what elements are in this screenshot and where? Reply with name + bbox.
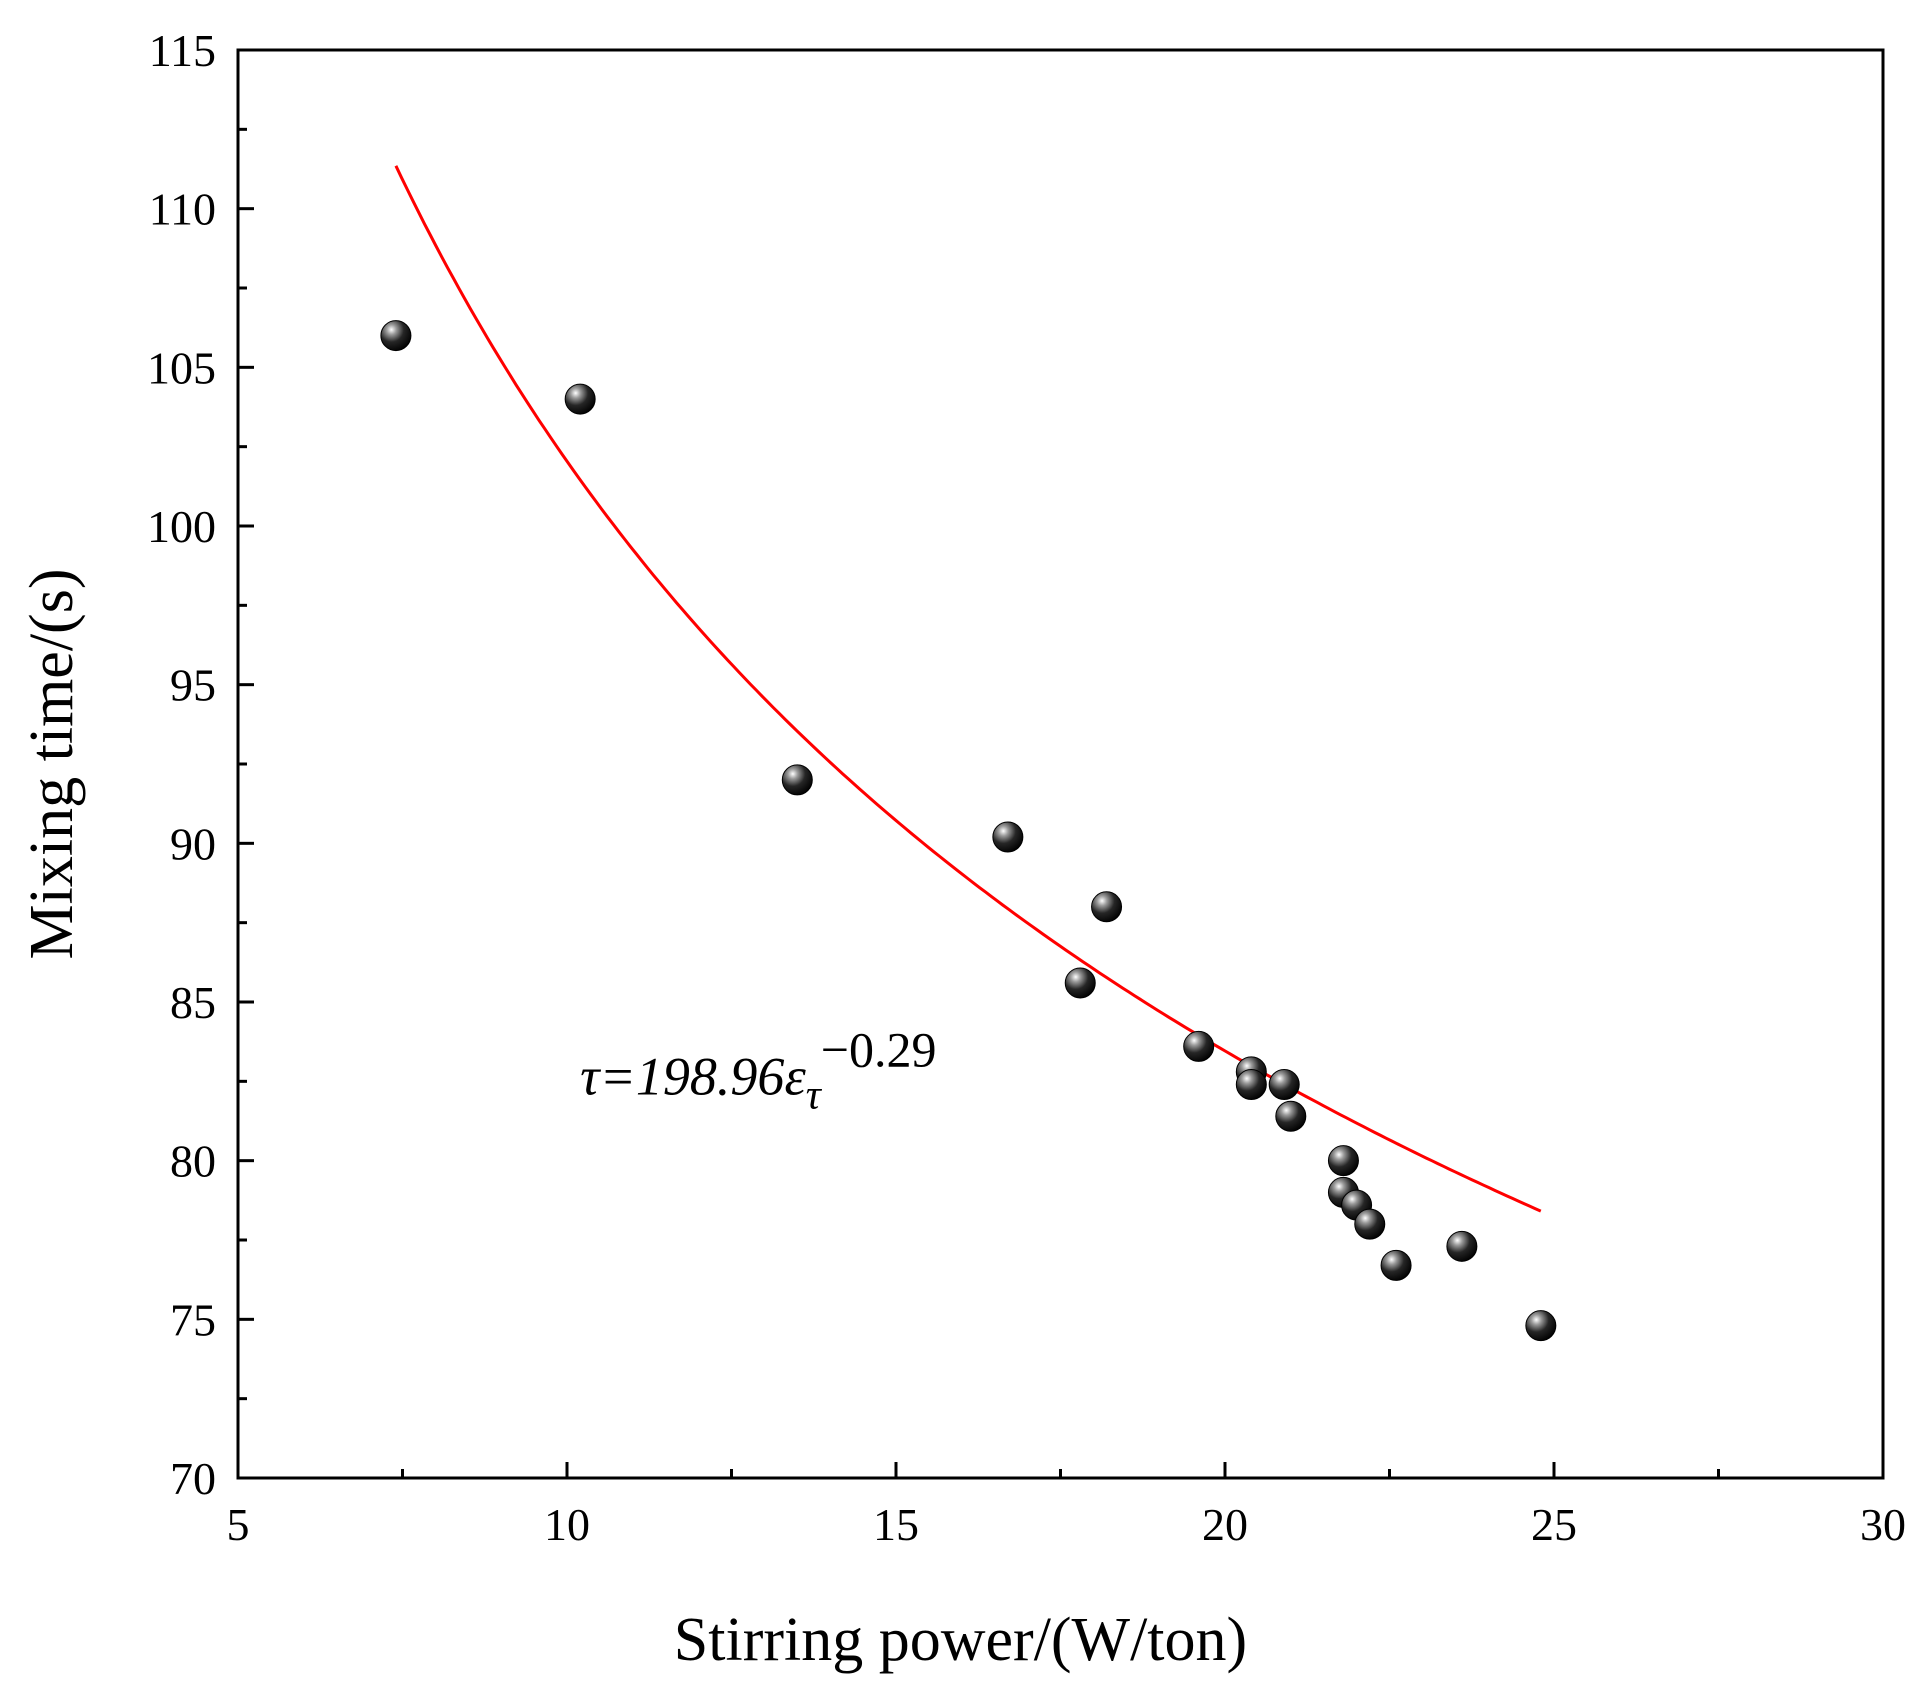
fit-curve-layer bbox=[394, 165, 1542, 1213]
y-axis-title: Mixing time/(s) bbox=[18, 569, 86, 960]
data-point-4 bbox=[1064, 967, 1096, 999]
y-axis-ticks: 70 75 80 85 90 95 100 105 110 115 bbox=[147, 25, 254, 1504]
x-tick-label-0: 5 bbox=[227, 1499, 250, 1550]
x-tick-label-1: 10 bbox=[544, 1499, 590, 1550]
y-tick-label-6: 100 bbox=[147, 501, 216, 552]
y-tick-label-3: 85 bbox=[170, 977, 216, 1028]
data-point-17 bbox=[1525, 1310, 1557, 1342]
y-tick-label-5: 95 bbox=[170, 660, 216, 711]
data-point-14 bbox=[1354, 1208, 1386, 1240]
data-point-8 bbox=[1235, 1069, 1267, 1101]
data-point-0 bbox=[380, 320, 412, 352]
data-point-3 bbox=[992, 821, 1024, 853]
fit-curve bbox=[394, 165, 1542, 1213]
data-point-5 bbox=[1091, 891, 1123, 923]
x-axis-ticks: 5 10 15 20 25 30 bbox=[227, 1462, 1906, 1550]
y-tick-label-0: 70 bbox=[170, 1453, 216, 1504]
data-point-1 bbox=[564, 383, 596, 415]
data-point-16 bbox=[1446, 1230, 1478, 1262]
data-points-layer bbox=[380, 320, 1557, 1342]
data-point-9 bbox=[1268, 1069, 1300, 1101]
y-tick-label-9: 115 bbox=[149, 25, 216, 76]
equation-superscript: −0.29 bbox=[821, 1022, 937, 1078]
data-point-15 bbox=[1380, 1249, 1412, 1281]
x-tick-label-3: 20 bbox=[1202, 1499, 1248, 1550]
data-point-11 bbox=[1327, 1145, 1359, 1177]
y-tick-label-1: 75 bbox=[170, 1294, 216, 1345]
y-tick-label-7: 105 bbox=[147, 342, 216, 393]
data-point-6 bbox=[1183, 1030, 1215, 1062]
equation-subscript: τ bbox=[806, 1073, 823, 1119]
y-tick-label-4: 90 bbox=[170, 818, 216, 869]
x-tick-label-4: 25 bbox=[1531, 1499, 1577, 1550]
y-tick-label-8: 110 bbox=[149, 184, 216, 235]
x-tick-label-5: 30 bbox=[1860, 1499, 1906, 1550]
data-point-10 bbox=[1275, 1100, 1307, 1132]
plot-area bbox=[236, 48, 1885, 1480]
fit-equation-annotation: τ=198.96ετ−0.29 bbox=[580, 1022, 936, 1119]
y-tick-label-2: 80 bbox=[170, 1136, 216, 1187]
equation-symbol: ε bbox=[784, 1047, 806, 1107]
equation-prefix: τ=198.96 bbox=[580, 1047, 784, 1107]
x-tick-label-2: 15 bbox=[873, 1499, 919, 1550]
data-point-2 bbox=[781, 764, 813, 796]
x-axis-title: Stirring power/(W/ton) bbox=[674, 1606, 1247, 1674]
